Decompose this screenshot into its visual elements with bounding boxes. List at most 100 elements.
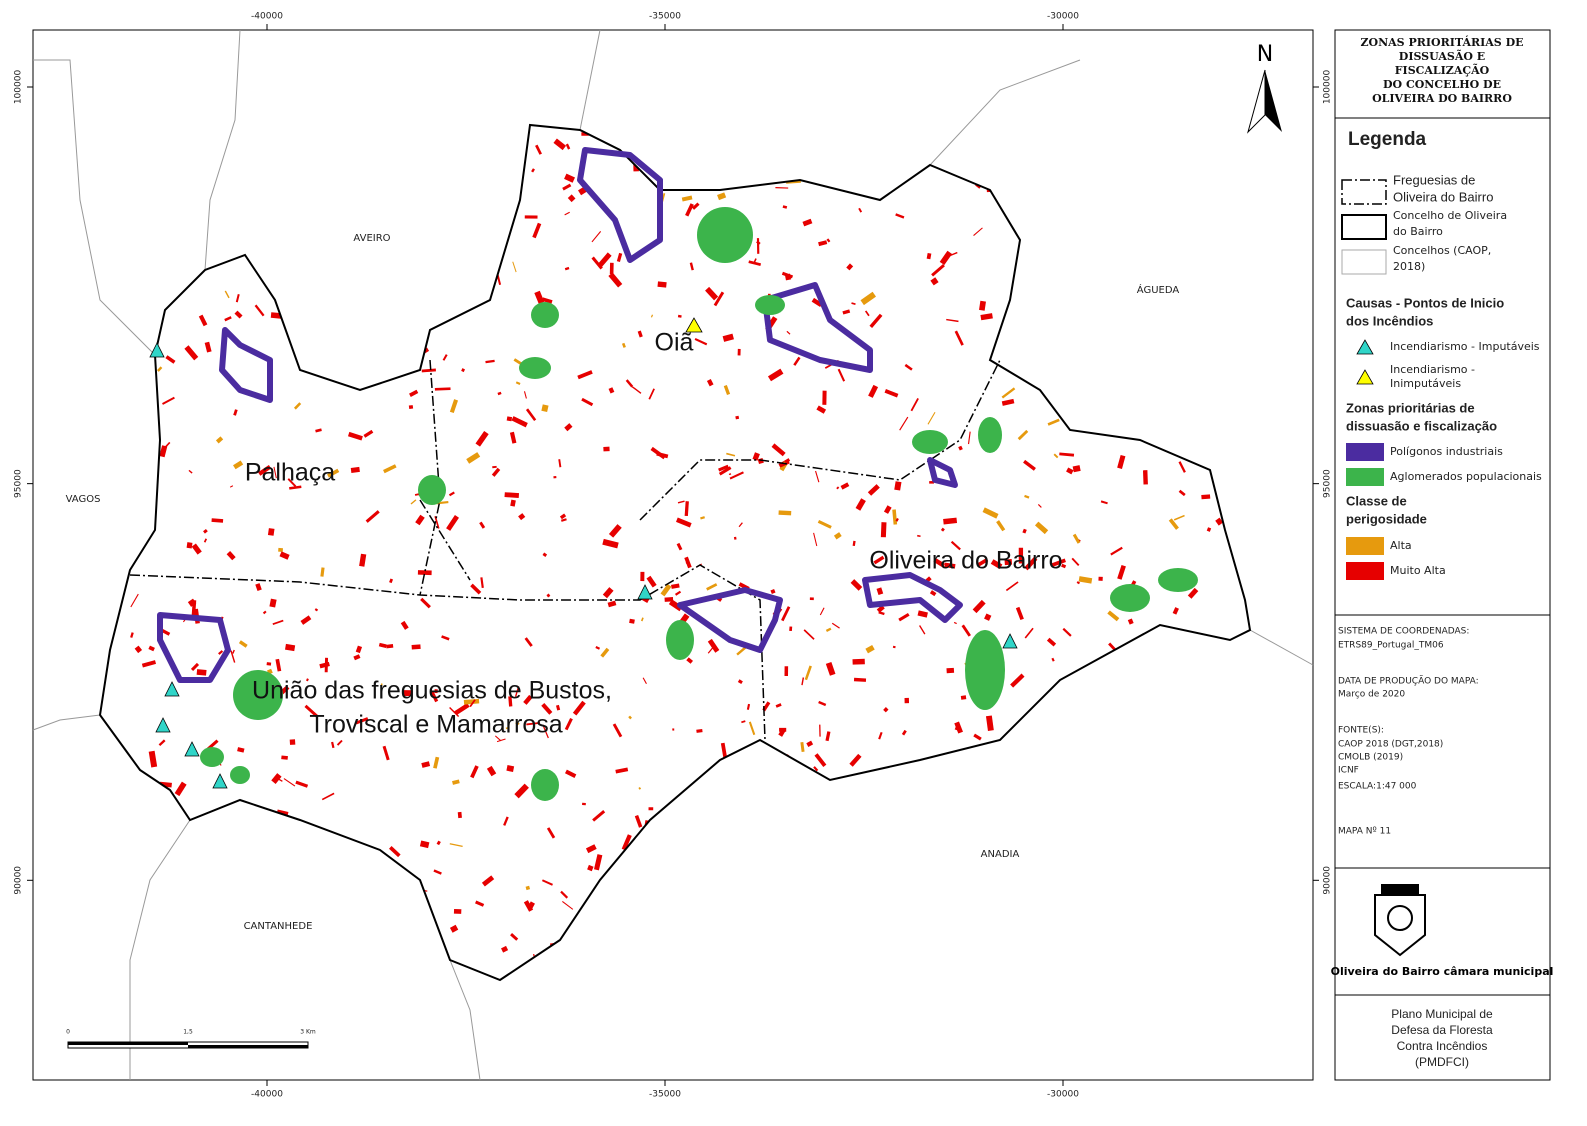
hazard-patch (559, 513, 567, 520)
hazard-patch (706, 378, 714, 387)
hazard-patch (869, 313, 883, 329)
hazard-patch (191, 600, 197, 616)
hazard-patch (883, 707, 889, 713)
hazard-patch (833, 532, 842, 540)
hazard-patch (1168, 518, 1179, 530)
hazard-patch (1142, 470, 1148, 485)
hazard-patch (433, 756, 440, 769)
hazard-patch (158, 739, 166, 747)
hazard-patch (501, 945, 509, 953)
hazard-patch (523, 694, 533, 705)
hazard-patch (518, 513, 526, 521)
hazard-patch (383, 464, 397, 474)
hazard-patch (876, 587, 884, 596)
hazard-patch (553, 475, 557, 479)
hazard-patch (469, 699, 476, 708)
hazard-patch (864, 310, 870, 317)
hazard-patch (775, 187, 789, 189)
hazard-patch (685, 203, 694, 217)
hazard-patch (927, 411, 936, 425)
hazard-patch (825, 731, 831, 742)
hazard-patch (577, 370, 593, 380)
hazard-patch (226, 551, 236, 561)
hazard-patch (449, 924, 459, 933)
hazard-patch (729, 471, 744, 480)
legend-heading: perigosidade (1346, 511, 1427, 526)
hazard-patch (162, 396, 175, 405)
hazard-patch (1072, 533, 1081, 544)
hazard-patch (591, 256, 603, 270)
footer-text: Defesa da Floresta (1391, 1023, 1493, 1037)
map-info: ESCALA:1:47 000 (1338, 782, 1417, 792)
ignition-points (149, 317, 1018, 789)
hazard-patch (980, 313, 993, 321)
hazard-patch (237, 747, 245, 753)
hazard-patch (148, 645, 155, 652)
hazard-patch (977, 558, 989, 567)
scale-label: 3 Km (300, 1029, 316, 1036)
hazard-patch (587, 864, 594, 872)
scale-label: 1,5 (183, 1029, 193, 1036)
map-info: DATA DE PRODUÇÃO DO MAPA: (1338, 676, 1479, 687)
hazard-patch (919, 625, 926, 635)
hazard-patch (1024, 494, 1030, 499)
legend-heading: Zonas prioritárias de (1346, 400, 1475, 415)
panel-title: ZONAS PRIORITÁRIAS DE (1360, 35, 1523, 49)
legend-label: Concelhos (CAOP, (1393, 244, 1491, 257)
legend-swatch (1346, 443, 1384, 461)
grid-label: -30000 (1047, 12, 1079, 22)
hazard-patch (271, 773, 282, 784)
map-info: ETRS89_Portugal_TM06 (1338, 641, 1444, 651)
hazard-patch (365, 510, 380, 523)
hazard-patch (809, 597, 814, 601)
hazard-patch (982, 507, 999, 519)
hazard-patch (814, 753, 827, 768)
hazard-patch (572, 700, 586, 716)
hazard-patch (585, 844, 597, 854)
hazard-patch (224, 290, 230, 299)
hazard-patch (1107, 610, 1120, 622)
hazard-patch (800, 742, 805, 753)
hazard-patch (191, 543, 202, 555)
hazard-patch (1071, 557, 1080, 567)
hazard-patch (634, 815, 643, 828)
grid-label: 100000 (1323, 70, 1333, 105)
hazard-patch (892, 645, 896, 649)
hazard-patch (664, 597, 674, 602)
hazard-patch (141, 660, 157, 668)
hazard-patch (560, 518, 567, 522)
hazard-patch (1098, 576, 1103, 581)
hazard-patch (598, 252, 612, 267)
hazard-patch (272, 619, 284, 625)
hazard-patch (492, 465, 497, 469)
hazard-patch (696, 729, 703, 733)
hazard-patch (849, 753, 862, 767)
hazard-patch (546, 593, 551, 598)
hazard-patch (196, 669, 207, 676)
grid-label: 95000 (14, 469, 24, 498)
hazard-patch (1051, 657, 1055, 662)
hazard-patch (510, 499, 516, 507)
hazard-patch (615, 767, 629, 774)
hazard-patch (389, 578, 394, 584)
hazard-patch (894, 481, 902, 491)
hazard-patch (524, 215, 538, 219)
hazard-patch (234, 310, 243, 319)
hazard-patch (174, 781, 187, 797)
hazard-patch (215, 436, 224, 444)
grid-label: -30000 (1047, 1090, 1079, 1100)
hazard-patch (723, 384, 731, 396)
legend-swatch (1341, 214, 1387, 240)
hazard-patch (691, 202, 700, 210)
hazard-patch (421, 368, 436, 373)
hazard-patch (273, 466, 277, 479)
hazard-patch (363, 429, 374, 438)
hazard-patch (184, 345, 199, 361)
legend-title: Legenda (1348, 129, 1427, 150)
hazard-patch (873, 555, 885, 565)
legend-label: Oliveira do Bairro (1393, 189, 1493, 204)
hazard-patch (718, 464, 729, 472)
hazard-patch (1005, 581, 1019, 592)
hazard-patch (816, 405, 827, 414)
